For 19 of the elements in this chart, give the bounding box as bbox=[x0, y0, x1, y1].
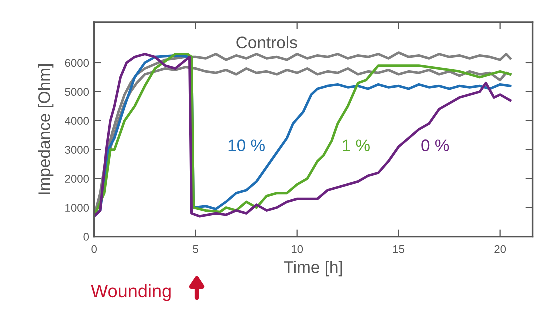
y-tick-label: 1000 bbox=[66, 204, 90, 212]
x-tick-label: 15 bbox=[394, 246, 405, 254]
series-label: 0 % bbox=[422, 140, 450, 152]
x-tick-label: 5 bbox=[193, 246, 198, 254]
y-axis-title: Impedance [Ohm] bbox=[38, 64, 54, 194]
series-label: Controls bbox=[236, 36, 298, 49]
y-tick-label: 4000 bbox=[65, 117, 90, 126]
x-tick-label: 0 bbox=[92, 245, 98, 254]
y-tick-label: 5000 bbox=[65, 88, 90, 96]
series-label: 10 % bbox=[228, 140, 265, 152]
y-tick-label: 0 bbox=[84, 233, 90, 241]
x-tick-label: 10 bbox=[292, 245, 304, 254]
series-label: 1 % bbox=[343, 140, 370, 152]
y-tick-label: 6000 bbox=[65, 59, 90, 68]
x-tick-label: 20 bbox=[494, 245, 506, 254]
y-tick-label: 3000 bbox=[65, 146, 90, 154]
y-tick-label: 2000 bbox=[65, 175, 90, 183]
text: Wounding bbox=[91, 284, 171, 302]
x-axis-title: Time [h] bbox=[284, 261, 342, 277]
